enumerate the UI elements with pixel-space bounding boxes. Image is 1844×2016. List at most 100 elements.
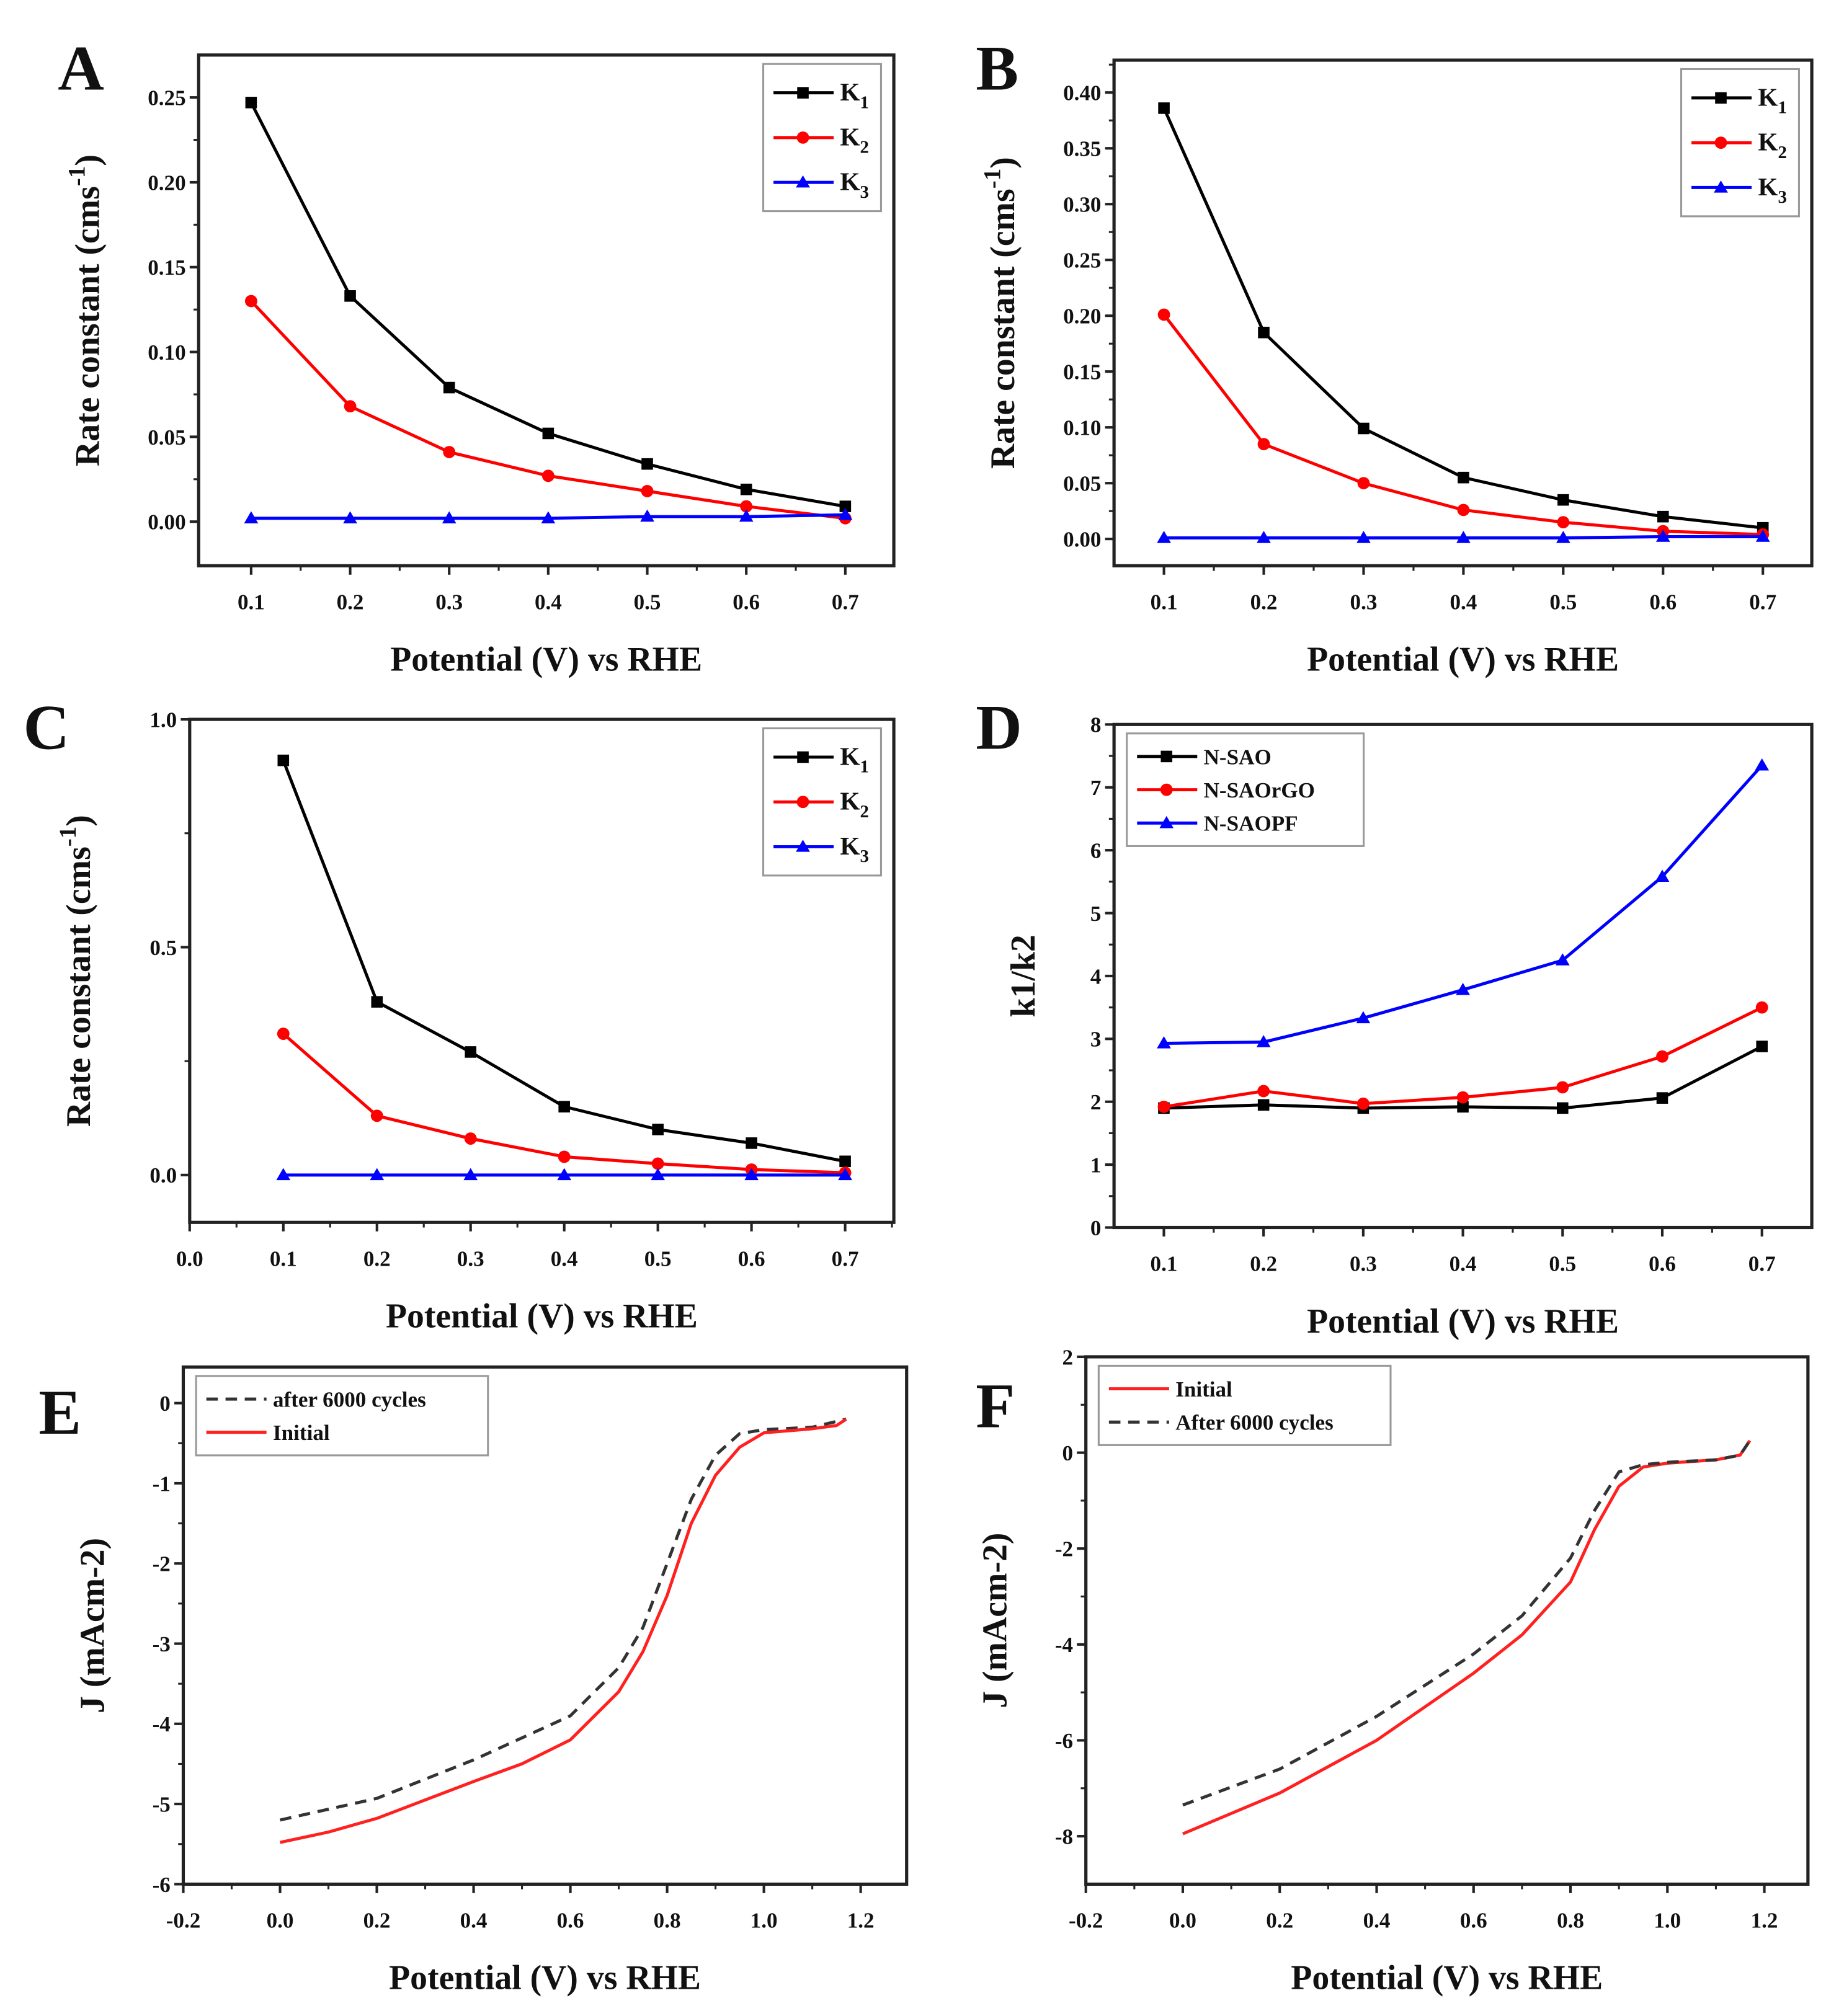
y-tick-label: -6	[153, 1873, 171, 1897]
panel-label: E	[38, 1377, 81, 1448]
x-tick-label: 0.2	[1250, 590, 1278, 615]
x-tick-label: 0.7	[1748, 1252, 1776, 1276]
panel-label: A	[58, 33, 104, 104]
y-tick-label: -5	[153, 1792, 171, 1816]
data-point	[652, 1124, 664, 1135]
y-tick-label: 6	[1090, 838, 1102, 863]
label-text: )	[984, 157, 1022, 169]
series-line-after-6000-cycles	[280, 1418, 847, 1822]
y-tick-label: 0.30	[1063, 193, 1101, 217]
legend-marker	[796, 796, 809, 809]
x-tick-label: 0.2	[337, 590, 364, 615]
data-point	[1356, 1011, 1371, 1024]
data-point	[1755, 758, 1770, 771]
data-point	[1358, 422, 1370, 435]
legend-marker	[1715, 92, 1727, 104]
y-axis-label: Rate constant (cms-1)	[55, 815, 98, 1127]
data-point	[744, 1168, 759, 1181]
data-point	[463, 1168, 478, 1181]
legend-label: N-SAOrGO	[1204, 778, 1315, 802]
label-subscript: 3	[1778, 187, 1786, 207]
y-tick-label: 0.5	[149, 936, 177, 960]
y-tick-label: 0	[1062, 1441, 1074, 1465]
x-axis-label: Potential (V) vs RHE	[389, 1959, 701, 1997]
x-tick-label: 0.7	[832, 590, 859, 615]
x-tick-label: 0.4	[1450, 1252, 1477, 1276]
label-text: )	[68, 154, 107, 166]
data-point	[1157, 530, 1171, 543]
data-point	[640, 509, 654, 522]
y-tick-label: 1.0	[149, 708, 177, 732]
plot-frame	[181, 1365, 909, 1886]
data-point	[443, 446, 456, 458]
data-point	[443, 381, 455, 394]
y-tick-label: 0.10	[148, 340, 185, 365]
data-point	[343, 511, 357, 523]
data-point	[245, 97, 257, 109]
label-subscript: 2	[860, 802, 869, 822]
legend-label: K2	[1758, 128, 1787, 162]
legend-label: N-SAO	[1204, 745, 1272, 769]
data-point	[1656, 1050, 1668, 1063]
data-point	[1257, 530, 1271, 543]
x-axis-label: Potential (V) vs RHE	[1307, 1302, 1619, 1341]
legend-marker	[797, 87, 809, 99]
data-point	[1655, 869, 1670, 882]
legend-marker	[796, 175, 810, 188]
x-tick-label: 0.2	[363, 1246, 391, 1271]
label-text: K	[1758, 172, 1778, 201]
y-tick-label: -4	[153, 1712, 171, 1736]
x-tick-label: 0.3	[435, 590, 463, 615]
legend-marker	[1714, 136, 1727, 149]
data-point	[1457, 1101, 1469, 1113]
legend-marker	[1160, 783, 1173, 796]
label-subscript: 2	[1778, 143, 1786, 162]
data-point	[371, 996, 383, 1008]
x-tick-label: 0.5	[1549, 1252, 1576, 1276]
y-axis-label: J (mAcm-2)	[74, 1538, 112, 1713]
label-text: K	[840, 78, 860, 106]
x-tick-label: 0.4	[1450, 590, 1477, 615]
chart-panel-c: C 0.0 0.1 0.2 0.3 0.4 0.5 0.6 0.7 0.0 0.5 1.0 Potent…	[23, 693, 896, 1335]
data-point	[1357, 477, 1370, 490]
y-tick-label: 0.10	[1063, 416, 1101, 440]
x-tick-label: 0.7	[832, 1246, 859, 1271]
x-tick-label: 0.3	[457, 1246, 484, 1271]
y-tick-label: 0.15	[148, 255, 185, 280]
chart-panel-d: D 0.1 0.2 0.3 0.4 0.5 0.6 0.7 0 1 2 3 4 5 6 7 8 Potential…	[976, 693, 1814, 1341]
legend-label: K3	[840, 832, 869, 866]
legend-label: K1	[1758, 82, 1787, 117]
data-point	[839, 1155, 851, 1168]
label-subscript: 1	[860, 92, 869, 112]
data-point	[344, 290, 356, 302]
x-tick-label: 0.2	[1266, 1909, 1293, 1933]
data-point	[739, 509, 754, 522]
data-point	[541, 511, 556, 523]
data-point	[1458, 471, 1469, 484]
x-tick-label: 0.7	[1749, 590, 1776, 615]
legend-label: K3	[840, 167, 869, 202]
data-point	[370, 1168, 385, 1181]
y-tick-label: 3	[1090, 1028, 1102, 1052]
series-line-k2	[1162, 313, 1763, 536]
data-point	[344, 400, 357, 413]
series-line-initial	[280, 1418, 847, 1844]
x-tick-label: 0.1	[1151, 1252, 1178, 1276]
x-tick-label: 0.6	[733, 590, 760, 615]
x-tick-label: 0.6	[1460, 1909, 1487, 1933]
y-tick-label: 0.05	[148, 425, 185, 450]
legend-box	[195, 1375, 489, 1457]
x-tick-label: 0.6	[557, 1909, 584, 1933]
x-axis-label: Potential (V) vs RHE	[1291, 1959, 1603, 1997]
label-text: K	[840, 122, 860, 151]
y-tick-label: 0.15	[1063, 360, 1101, 384]
y-tick-label: 1	[1090, 1153, 1102, 1177]
x-tick-label: 0.6	[1649, 590, 1677, 615]
legend-label: K2	[840, 787, 869, 822]
data-point	[1555, 953, 1570, 966]
x-tick-label: -0.2	[1069, 1909, 1103, 1933]
y-tick-label: 2	[1062, 1345, 1074, 1369]
data-point	[277, 754, 290, 766]
